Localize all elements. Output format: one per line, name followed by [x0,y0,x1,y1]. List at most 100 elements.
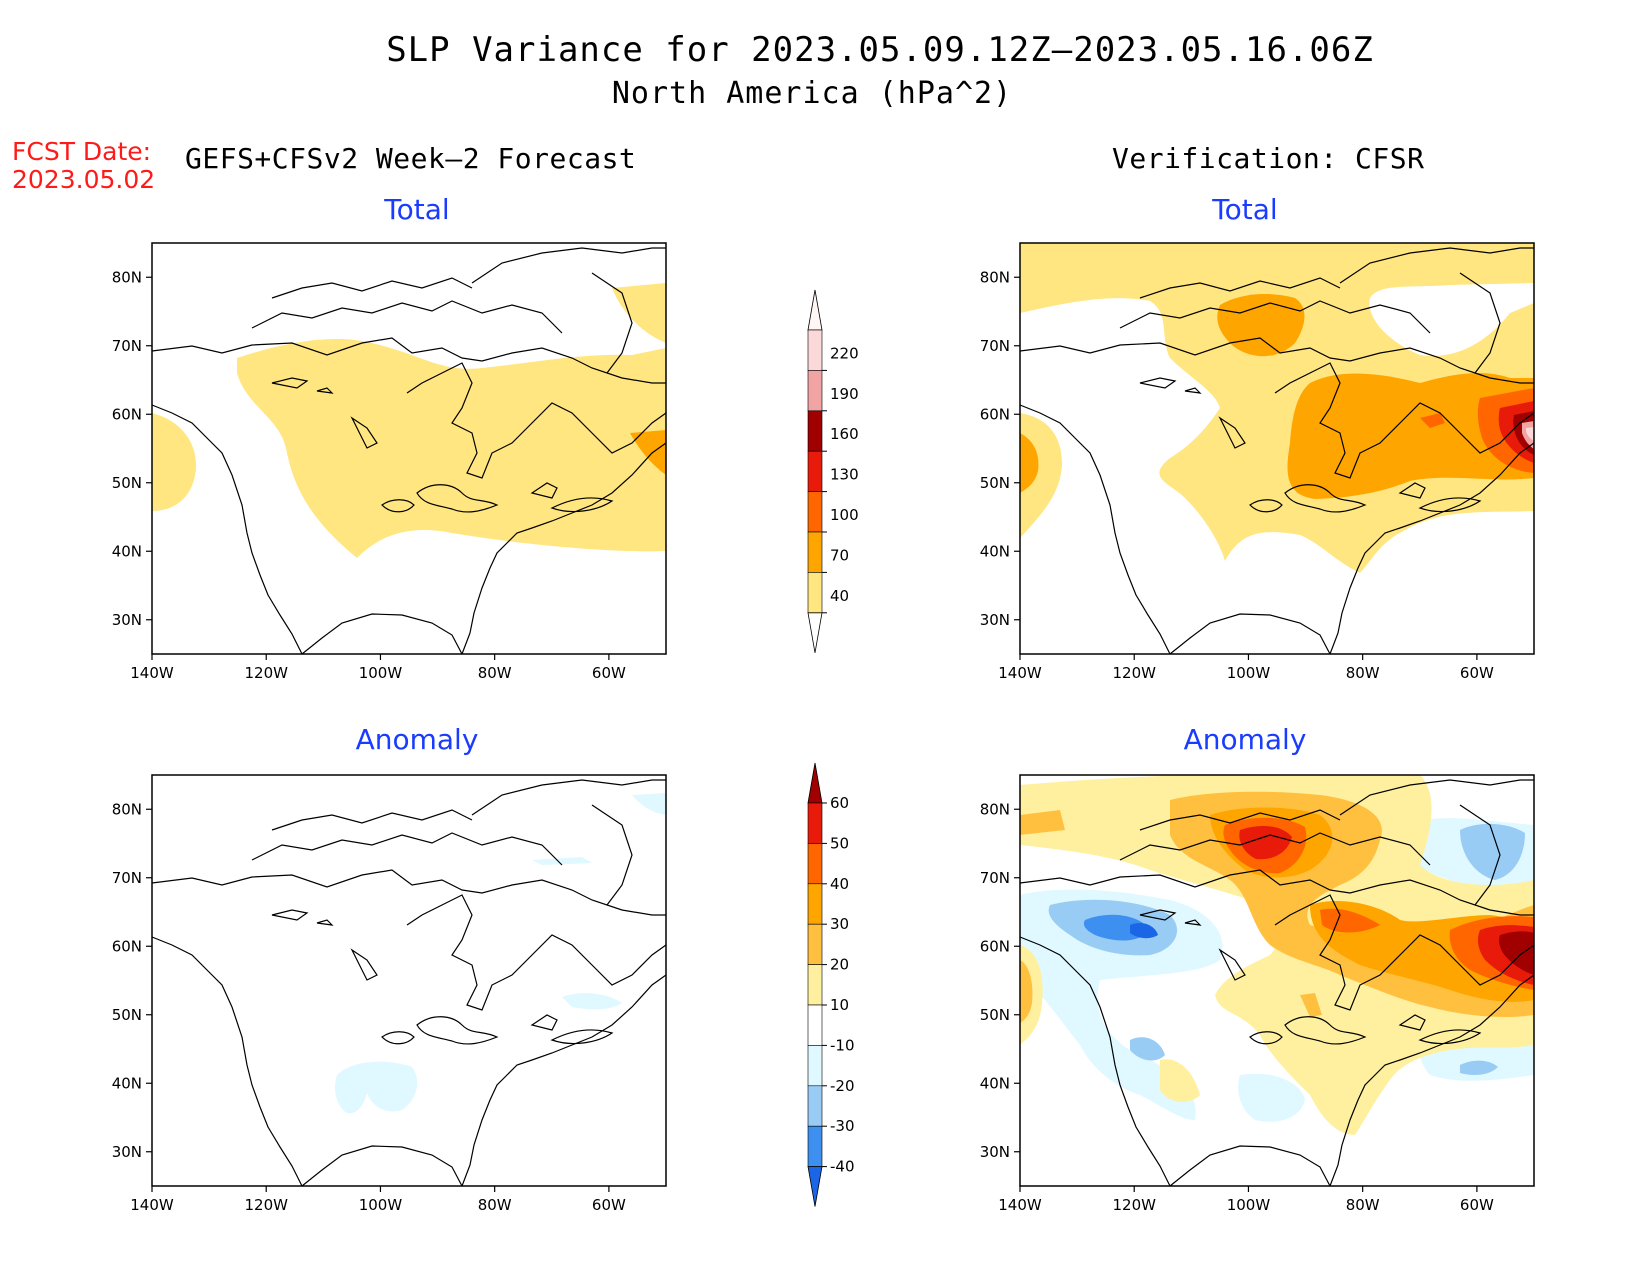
main-subtitle: North America (hPa^2) [611,76,1013,111]
lat-tick-label: 80N [980,268,1010,286]
lon-tick-label: 120W [1112,664,1156,682]
colorbar-segment [807,843,823,885]
lat-tick-label: 70N [112,337,142,355]
fill-10 [1160,1059,1200,1102]
colorbar-label: 100 [830,506,859,524]
fill-40 [152,413,197,511]
lon-tick-label: 120W [244,664,288,682]
lat-tick-label: 60N [980,937,1010,955]
fill-40 [1020,243,1534,573]
lon-tick-label: 120W [1112,1196,1156,1214]
lat-tick-label: 60N [980,405,1010,423]
colorbar-label: 160 [830,425,859,443]
lat-tick-label: 80N [112,800,142,818]
lon-tick-label: 80W [478,1196,512,1214]
fill-70 [1287,373,1534,499]
verif-total-lon-ticks: 140W 120W 100W 80W 60W [998,654,1494,682]
colorbar-label: 30 [830,915,849,933]
fill-neg10 [632,793,666,815]
forecast-total-coastlines [151,247,667,655]
lat-tick-label: 50N [112,1006,142,1024]
lat-tick-label: 40N [112,542,142,560]
lat-tick-label: 60N [112,405,142,423]
colorbar-label: 220 [830,344,859,362]
colorbar-label: 130 [830,466,859,484]
fill-neg10 [1238,1073,1305,1122]
verif-total-title: Total [1212,193,1278,226]
lon-tick-label: 60W [1460,664,1494,682]
lon-tick-label: 80W [478,664,512,682]
forecast-anomaly-frame [151,774,667,1187]
fill-70 [1020,433,1039,493]
fill-neg20 [1130,1037,1165,1061]
lat-tick-label: 50N [112,474,142,492]
lat-tick-label: 50N [980,474,1010,492]
fill-neg40 [1130,923,1158,939]
colorbar-label: 70 [830,546,849,564]
fill-neg10 [562,993,622,1010]
fill-neg20 [1460,823,1525,880]
forecast-total-frame [151,242,667,655]
fill-60 [1499,931,1534,975]
colorbar-segment [807,370,823,412]
colorbar-label: -30 [830,1117,855,1135]
forecast-total-title: Total [384,193,450,226]
colorbar-label: 60 [830,794,849,812]
fill-100 [1420,413,1445,428]
colorbar-label: 40 [830,587,849,605]
lon-tick-label: 140W [130,1196,174,1214]
main-title: SLP Variance for 2023.05.09.12Z–2023.05.… [386,30,1374,70]
lat-tick-label: 30N [112,1143,142,1161]
verif-total-fills [1020,243,1534,573]
anomaly-colorbar: 60 50 40 30 20 10 -10 -20 -30 -40 [807,762,855,1207]
lat-tick-label: 40N [980,1074,1010,1092]
verif-total-map: 80N 70N 60N 50N 40N 30N 140W 120W 100W 80W 60W [980,242,1535,682]
forecast-anomaly-fills [335,793,666,1114]
fill-neg20 [1460,1060,1498,1075]
colorbar-segment [807,410,823,452]
fill-20 [1300,993,1322,1017]
lon-tick-label: 100W [359,664,403,682]
lat-tick-label: 30N [980,1143,1010,1161]
verif-anomaly-fills [1020,775,1534,1135]
forecast-total-lat-ticks: 80N 70N 60N 50N 40N 30N [112,268,152,629]
verif-anomaly-frame [1019,774,1535,1187]
lon-tick-label: 100W [1227,664,1271,682]
lon-tick-label: 100W [359,1196,403,1214]
fcst-date-label: FCST Date: [12,137,152,166]
forecast-total-map: 80N 70N 60N 50N 40N 30N 140W 120W 100W 80W 60W [112,242,667,682]
lat-tick-label: 30N [980,611,1010,629]
colorbar-upper-arrow [807,762,823,804]
fill-neg10 [532,857,592,865]
lat-tick-label: 70N [112,869,142,887]
colorbar-segment [807,883,823,925]
verif-total-coastlines [1019,247,1535,655]
forecast-anomaly-lon-ticks: 140W 120W 100W 80W 60W [130,1186,626,1214]
lon-tick-label: 140W [998,664,1042,682]
colorbar-segment [807,964,823,1006]
colorbar-label: 190 [830,385,859,403]
colorbar-label: -20 [830,1077,855,1095]
fill-40 [612,283,666,343]
lat-tick-label: 30N [112,611,142,629]
lat-tick-label: 60N [112,937,142,955]
left-column-title: GEFS+CFSv2 Week–2 Forecast [185,142,637,175]
colorbar-segment [807,1045,823,1087]
fill-20 [1020,810,1065,835]
forecast-total-lon-ticks: 140W 120W 100W 80W 60W [130,654,626,682]
lat-tick-label: 70N [980,869,1010,887]
colorbar-label: 50 [830,834,849,852]
lon-tick-label: 60W [592,664,626,682]
forecast-anomaly-map: 80N 70N 60N 50N 40N 30N 140W 120W 100W 80W 60W [112,774,667,1214]
lat-tick-label: 50N [980,1006,1010,1024]
colorbar-segment [807,1004,823,1046]
colorbar-segment [807,1125,823,1167]
lat-tick-label: 80N [112,268,142,286]
verif-anomaly-lon-ticks: 140W 120W 100W 80W 60W [998,1186,1494,1214]
fill-220 [1526,427,1534,441]
colorbar-segment [807,491,823,533]
lon-tick-label: 140W [998,1196,1042,1214]
fill-70 [1217,293,1305,357]
verif-total-lat-ticks: 80N 70N 60N 50N 40N 30N [980,268,1020,629]
fill-40 [237,338,666,558]
